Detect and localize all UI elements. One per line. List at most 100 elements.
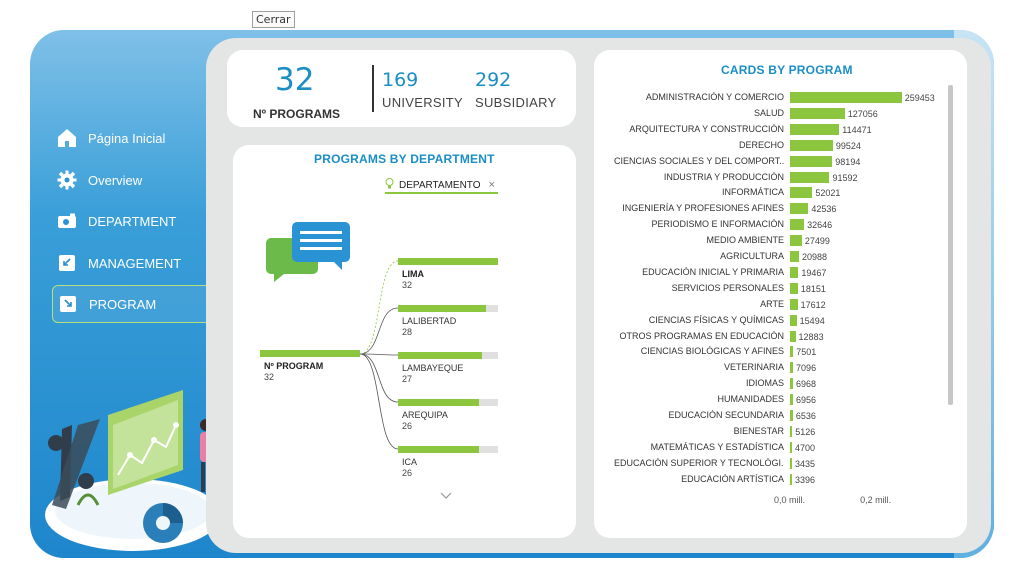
bar[interactable] <box>790 251 800 262</box>
bar[interactable] <box>790 314 797 326</box>
bar[interactable] <box>790 282 798 294</box>
bar-category-label: AGRICULTURA <box>720 251 784 261</box>
bar[interactable] <box>790 155 833 167</box>
bar[interactable] <box>790 362 794 374</box>
tree-node-label: LIMA <box>402 269 424 279</box>
bar[interactable] <box>790 473 792 485</box>
nav-item-home[interactable]: Página Inicial <box>52 119 217 157</box>
bar-category-label: BIENESTAR <box>733 425 784 436</box>
bar-value-label: 6968 <box>796 379 817 390</box>
cards-by-program-card: CARDS BY PROGRAM ADMINISTRACIÓN Y COMERC… <box>594 50 967 538</box>
root-label: Nº PROGRAM <box>264 361 324 371</box>
tree-node-value: 26 <box>402 468 413 478</box>
lightbulb-icon <box>385 178 394 192</box>
chart-title: CARDS BY PROGRAM <box>721 63 853 77</box>
programs-count: 32 <box>275 62 315 98</box>
bar-category-label: VETERINARIA <box>723 362 784 373</box>
tree-node-label: ICA <box>402 457 418 467</box>
filter-underline <box>385 192 498 194</box>
tree-node-value: 26 <box>402 421 413 431</box>
bar-value-label: 114471 <box>842 124 872 135</box>
bar-category-label: CIENCIAS SOCIALES Y DEL COMPORT... <box>614 155 784 166</box>
nav-label-overview: Overview <box>88 172 143 188</box>
bar-category-label: PERIODISMO E INFORMACIÓN <box>651 219 784 230</box>
x-axis-tick-label: 0,2 mill. <box>860 495 892 505</box>
bar[interactable] <box>790 123 840 135</box>
bar[interactable] <box>790 441 793 453</box>
bar-value-label: 7096 <box>796 363 817 374</box>
bar-value-label: 27499 <box>804 236 830 247</box>
tree-node-value: 32 <box>402 280 413 290</box>
home-icon <box>56 127 78 149</box>
tree-node-bar[interactable] <box>398 305 498 312</box>
nav-item-department[interactable]: DEPARTMENT <box>52 202 217 240</box>
bar-category-label: EDUCACIÓN SECUNDARIA <box>668 410 784 420</box>
kpi-divider <box>372 65 374 112</box>
kpi-main <box>227 50 345 127</box>
bar-value-label: 98194 <box>835 156 861 167</box>
tree-node-bar-fill <box>398 352 483 359</box>
bar[interactable] <box>790 266 799 278</box>
tree-node-bar[interactable] <box>398 352 498 359</box>
nav-label-home: Página Inicial <box>88 130 166 146</box>
bar[interactable] <box>790 330 796 342</box>
bar-value-label: 6536 <box>795 411 816 421</box>
bar-category-label: CIENCIAS BIOLÓGICAS Y AFINES <box>640 346 784 357</box>
bar[interactable] <box>790 346 794 358</box>
nav-item-management[interactable]: MANAGEMENT <box>52 244 217 282</box>
nav-label-program: PROGRAM <box>89 296 157 312</box>
tree-node-bar[interactable] <box>398 258 498 265</box>
subsidiary-count: 292 <box>475 69 512 91</box>
kpi-card: 32 Nº PROGRAMS 169 UNIVERSITY 292 SUBSID… <box>227 50 576 127</box>
bar[interactable] <box>790 457 792 469</box>
bar[interactable] <box>790 235 802 247</box>
bar-value-label: 5126 <box>795 426 816 437</box>
bar[interactable] <box>790 203 809 215</box>
bar[interactable] <box>790 425 793 437</box>
bar-value-label: 19467 <box>801 267 827 278</box>
bar[interactable] <box>790 107 845 119</box>
arrow-down-right-icon <box>57 293 79 315</box>
chevron-down-icon[interactable] <box>440 487 452 505</box>
tree-node-label: LAMBAYEQUE <box>402 363 464 373</box>
bar[interactable] <box>790 394 793 406</box>
university-label: UNIVERSITY <box>382 95 464 110</box>
bar-category-label: ARQUITECTURA Y CONSTRUCCIÓN <box>629 123 784 134</box>
nav-item-overview[interactable]: Overview <box>52 161 217 199</box>
bar-value-label: 52021 <box>815 188 841 199</box>
department-filter[interactable]: DEPARTAMENTO × <box>385 178 495 192</box>
bar-category-label: IDIOMAS <box>745 378 784 389</box>
tree-title: PROGRAMS BY DEPARTMENT <box>314 152 495 166</box>
root-bar[interactable] <box>260 350 360 357</box>
bar[interactable] <box>790 139 833 151</box>
bar[interactable] <box>790 187 813 199</box>
bar[interactable] <box>790 298 798 310</box>
analytics-illustration <box>45 390 221 551</box>
tree-link <box>359 260 399 355</box>
bar[interactable] <box>790 92 902 103</box>
root-value: 32 <box>264 372 275 382</box>
bar-value-label: 15494 <box>799 315 825 326</box>
bar[interactable] <box>790 171 830 183</box>
tree-connectors <box>359 260 399 450</box>
bar[interactable] <box>790 378 793 390</box>
bar-value-label: 20988 <box>802 252 828 262</box>
tree-node-bar[interactable] <box>398 446 498 453</box>
bar[interactable] <box>790 410 793 421</box>
bar-category-label: EDUCACIÓN SUPERIOR Y TECNOLÓGI... <box>614 457 784 468</box>
tree-link <box>359 307 399 355</box>
tree-node-bar-fill <box>398 258 498 265</box>
nav-item-program[interactable]: PROGRAM <box>52 285 217 323</box>
nav-label-department: DEPARTMENT <box>88 213 177 229</box>
bar[interactable] <box>790 219 805 231</box>
nav-label-management: MANAGEMENT <box>88 255 182 271</box>
bar-value-label: 3396 <box>795 474 816 485</box>
close-icon[interactable]: × <box>488 179 495 191</box>
bar-category-label: ARTE <box>760 298 784 309</box>
bar-category-label: SERVICIOS PERSONALES <box>671 282 784 293</box>
chart-scrollbar[interactable] <box>948 85 953 405</box>
tree-node-bar[interactable] <box>398 399 498 406</box>
programs-by-department-card: PROGRAMS BY DEPARTMENT DEPARTAMENTO × Nº… <box>233 145 576 538</box>
tree-link <box>359 353 399 450</box>
